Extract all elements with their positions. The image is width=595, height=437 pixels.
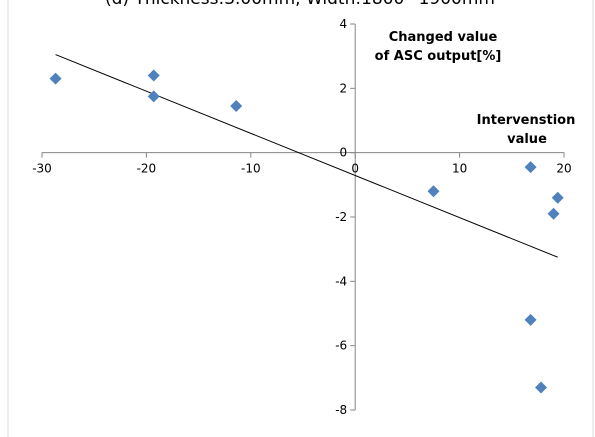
x-tick-label: 20 (556, 162, 571, 176)
y-annotation-line-2: of ASC output[%] (375, 49, 502, 64)
chart-area-border (7, 0, 594, 437)
trendline (55, 54, 558, 258)
x-annotation-line-1: Intervenstion (477, 113, 576, 128)
x-tick-label: 0 (351, 162, 359, 176)
data-point-marker (524, 313, 537, 326)
y-tick-label: -8 (335, 403, 347, 417)
x-annotation-line-2: value (507, 132, 547, 147)
data-point-marker (535, 381, 548, 394)
data-point-marker (230, 100, 243, 113)
x-axis-ticks: -30 -20 -10 0 10 20 (32, 152, 572, 176)
data-point-marker (427, 185, 440, 198)
y-tick-label: 0 (340, 146, 348, 160)
x-tick-label: -10 (241, 162, 261, 176)
y-tick-label: -4 (335, 274, 347, 288)
y-tick-label: -6 (335, 339, 347, 353)
y-tick-label: 4 (340, 17, 348, 31)
y-tick-label: -2 (335, 210, 347, 224)
x-tick-label: -30 (32, 162, 52, 176)
data-point-marker (147, 69, 160, 82)
y-tick-label: 2 (340, 81, 348, 95)
data-point-marker (547, 207, 560, 220)
x-tick-label: 10 (452, 162, 467, 176)
data-points (49, 69, 564, 394)
data-point-marker (524, 161, 537, 174)
x-tick-label: -20 (137, 162, 157, 176)
chart-title: (d) Thickness:3.00mm, Width:1800~1900mm (105, 0, 495, 9)
data-point-marker (147, 90, 160, 103)
y-axis-ticks: 4 2 0 -2 -4 -6 -8 (335, 17, 356, 417)
data-point-marker (551, 191, 564, 204)
data-point-marker (49, 72, 62, 85)
y-annotation-line-1: Changed value (389, 30, 498, 45)
